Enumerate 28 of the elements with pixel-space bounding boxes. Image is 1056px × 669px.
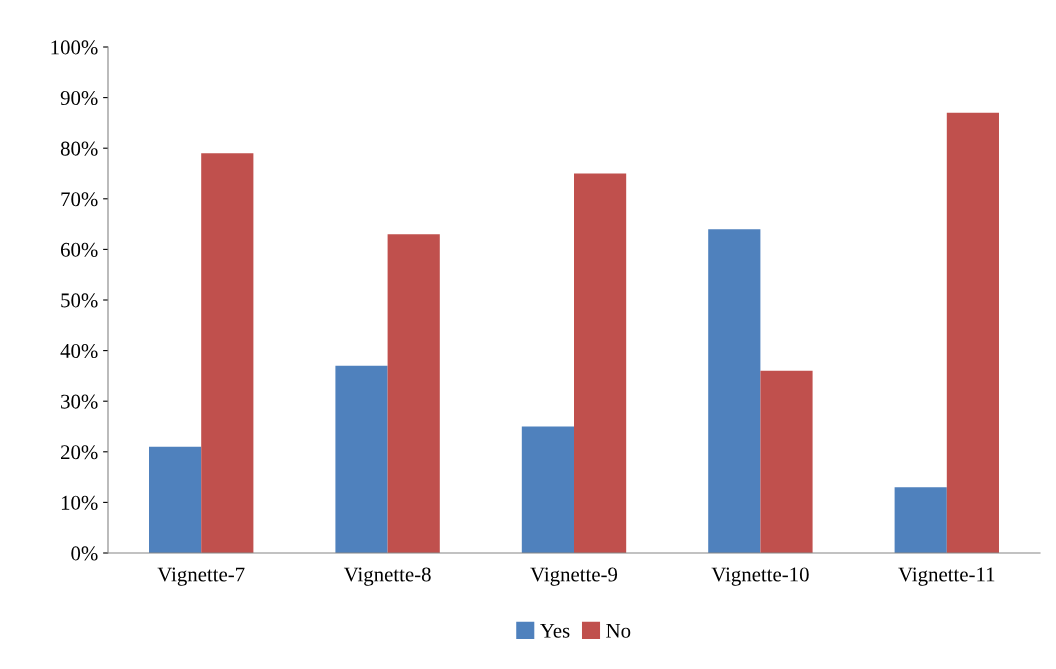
x-tick-label: Vignette-10 xyxy=(711,567,809,586)
y-tick-label: 80% xyxy=(60,141,98,156)
y-tick-label: 60% xyxy=(60,242,98,257)
bar xyxy=(521,426,574,553)
x-tick-label: Vignette-7 xyxy=(157,567,245,586)
y-tick-label: 100% xyxy=(51,40,98,55)
x-tick-label: Vignette-11 xyxy=(898,567,995,586)
y-tick-label: 40% xyxy=(60,343,98,359)
y-tick-label: 50% xyxy=(61,293,98,308)
bar xyxy=(946,112,999,553)
bar xyxy=(708,229,761,553)
legend-label: No xyxy=(606,623,631,638)
bar xyxy=(387,234,440,553)
y-tick-label: 0% xyxy=(71,546,98,561)
y-tick-label: 30% xyxy=(61,394,98,409)
bar xyxy=(760,370,813,553)
bar xyxy=(201,153,254,553)
y-tick-label: 20% xyxy=(61,445,98,460)
x-tick-label: Vignette-8 xyxy=(343,567,431,586)
y-tick-label: 90% xyxy=(60,90,98,106)
bar xyxy=(574,173,627,553)
legend-label: Yes xyxy=(540,623,570,638)
y-tick-label: 10% xyxy=(61,495,98,510)
bar xyxy=(149,446,202,553)
bar xyxy=(894,487,947,553)
y-tick-label: 70% xyxy=(61,192,98,207)
bar xyxy=(335,365,388,553)
x-tick-label: Vignette-9 xyxy=(530,567,618,586)
